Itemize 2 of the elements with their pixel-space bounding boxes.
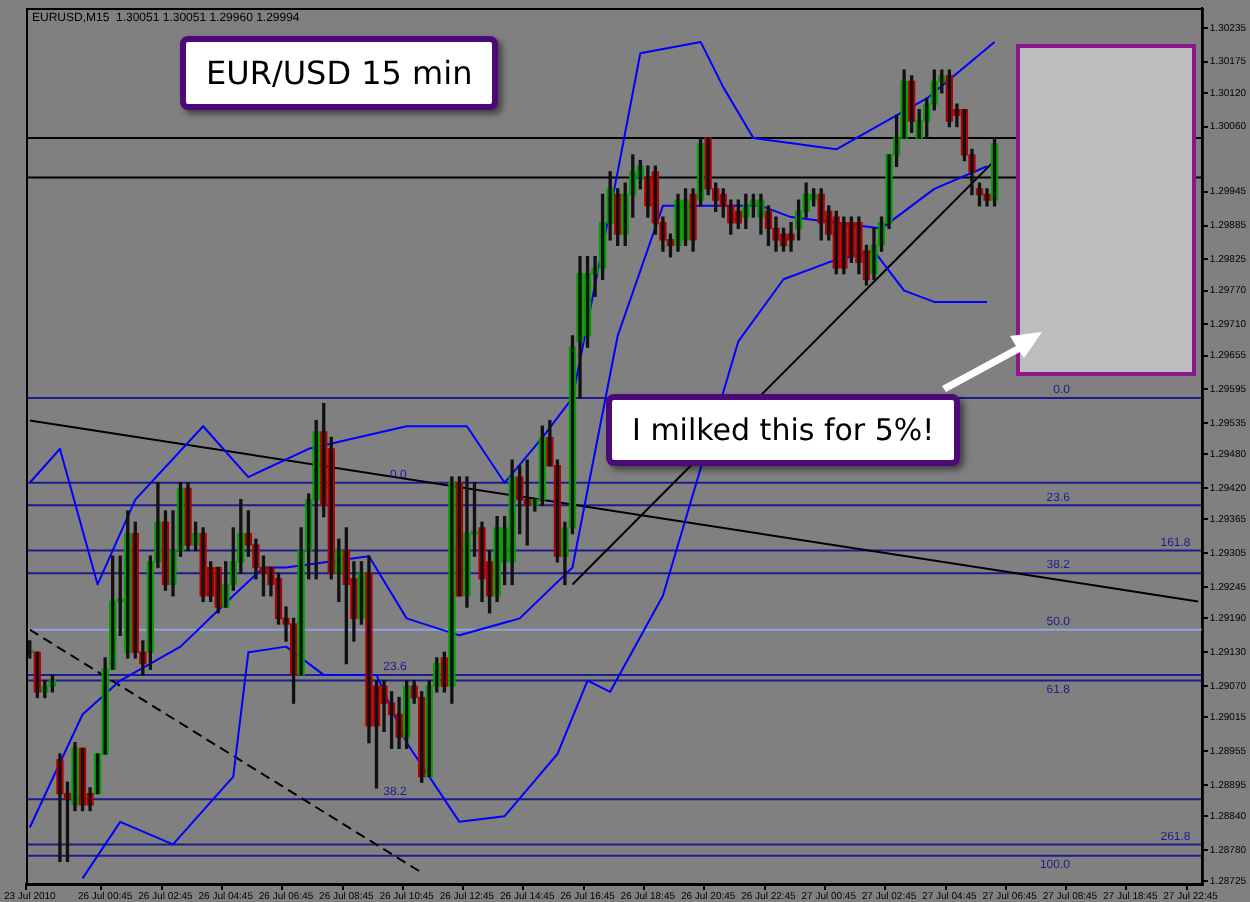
text: EUR/USD 15 min (180, 36, 499, 110)
annotation: I milked this for 5%! (606, 394, 961, 466)
